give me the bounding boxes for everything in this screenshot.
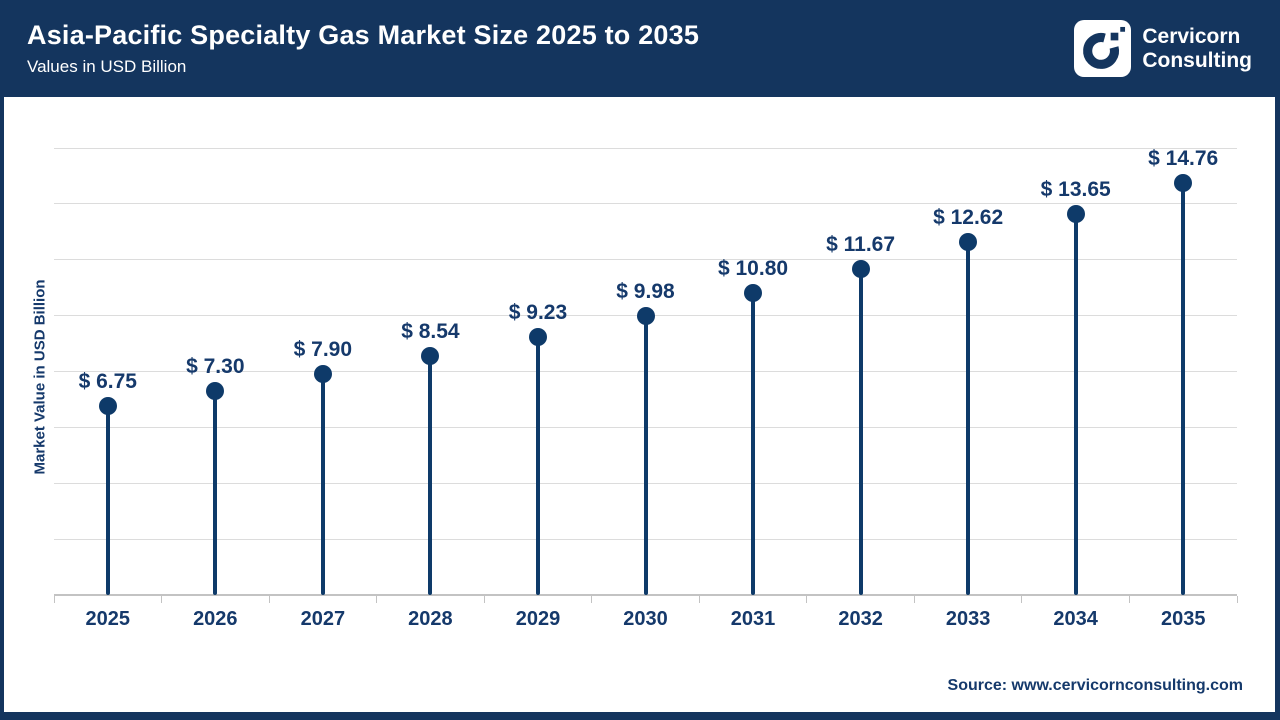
brand-name-line2: Consulting xyxy=(1142,48,1252,72)
chart-canvas: Market Value in USD Billion $ 6.75 2025 $ … xyxy=(4,97,1275,712)
lollipop-stem xyxy=(1181,182,1186,595)
x-axis-tick xyxy=(806,596,808,603)
x-axis-label: 2025 xyxy=(85,608,131,630)
x-axis-label: 2032 xyxy=(838,608,883,630)
x-axis-tick xyxy=(483,596,485,603)
x-axis-label: 2026 xyxy=(193,608,238,630)
logo-c-glyph xyxy=(1083,26,1125,69)
lollipop-stem xyxy=(428,356,433,595)
source-note: Source: www.cervicornconsulting.com xyxy=(947,677,1243,694)
brand-block: Cervicorn Consulting xyxy=(1074,20,1252,77)
lollipop-stem xyxy=(966,242,971,595)
x-axis-tick xyxy=(1021,596,1023,603)
data-point-marker xyxy=(1174,173,1193,192)
gridline xyxy=(54,259,1237,261)
x-axis-tick xyxy=(268,596,270,603)
data-point-label: $ 6.75 xyxy=(78,370,137,394)
header-banner: Asia-Pacific Specialty Gas Market Size 2… xyxy=(0,0,1280,97)
data-point-label: $ 7.90 xyxy=(293,338,353,362)
data-point-label: $ 14.76 xyxy=(1148,146,1219,170)
x-axis-label: 2031 xyxy=(730,608,776,630)
lollipop-stem xyxy=(105,406,110,595)
data-point-marker xyxy=(313,365,332,384)
data-point-marker xyxy=(528,328,547,347)
data-point-marker xyxy=(1066,204,1085,223)
x-axis-label: 2034 xyxy=(1053,608,1098,630)
x-axis-tick xyxy=(53,596,55,603)
lollipop-stem xyxy=(1073,213,1078,595)
data-point-marker xyxy=(636,307,655,326)
cervicorn-logo-icon xyxy=(1074,20,1132,77)
data-point-label: $ 11.67 xyxy=(826,232,896,256)
x-axis-tick xyxy=(1128,596,1130,603)
lollipop-stem xyxy=(751,293,756,595)
lollipop-stem xyxy=(535,337,540,595)
gridline xyxy=(54,147,1237,149)
x-axis-tick xyxy=(698,596,700,603)
data-point-label: $ 13.65 xyxy=(1040,177,1111,201)
data-point-marker xyxy=(744,284,763,303)
lollipop-stem xyxy=(213,391,218,595)
page-subtitle: Values in USD Billion xyxy=(27,56,187,76)
lollipop-stem xyxy=(643,316,648,595)
x-axis-line xyxy=(54,594,1237,596)
plot-area: $ 6.75 2025 $ 7.30 2026 $ 7.90 2027 $ 8.54 2028… xyxy=(53,147,1238,630)
data-point-marker xyxy=(206,382,225,401)
x-axis-label: 2033 xyxy=(945,608,991,630)
data-point-marker xyxy=(851,259,870,278)
lollipop-stem xyxy=(320,374,325,595)
brand-name-line1: Cervicorn xyxy=(1142,24,1241,48)
x-axis-tick xyxy=(591,596,593,603)
brand-name: Cervicorn Consulting xyxy=(1142,25,1252,72)
lollipop-stem xyxy=(858,268,863,595)
x-axis-tick xyxy=(913,596,915,603)
x-axis-tick xyxy=(376,596,378,603)
x-axis-label: 2029 xyxy=(515,608,561,630)
data-point-label: $ 9.98 xyxy=(616,280,675,304)
data-point-label: $ 8.54 xyxy=(401,320,460,344)
page-title: Asia-Pacific Specialty Gas Market Size 2… xyxy=(27,20,700,51)
data-point-label: $ 9.23 xyxy=(508,301,568,325)
gridline xyxy=(54,203,1237,205)
x-axis-tick xyxy=(1236,596,1238,603)
header-titles: Asia-Pacific Specialty Gas Market Size 2… xyxy=(27,20,699,76)
data-point-marker xyxy=(959,233,978,252)
data-point-label: $ 7.30 xyxy=(186,355,245,379)
x-axis-label: 2035 xyxy=(1160,608,1206,630)
x-axis-label: 2027 xyxy=(300,608,346,630)
x-axis-label: 2028 xyxy=(408,608,453,630)
data-point-marker xyxy=(98,397,117,416)
data-point-label: $ 10.80 xyxy=(717,257,789,281)
x-axis-label: 2030 xyxy=(623,608,668,630)
data-point-marker xyxy=(421,347,440,366)
x-axis-tick xyxy=(161,596,163,603)
data-point-label: $ 12.62 xyxy=(933,206,1004,230)
